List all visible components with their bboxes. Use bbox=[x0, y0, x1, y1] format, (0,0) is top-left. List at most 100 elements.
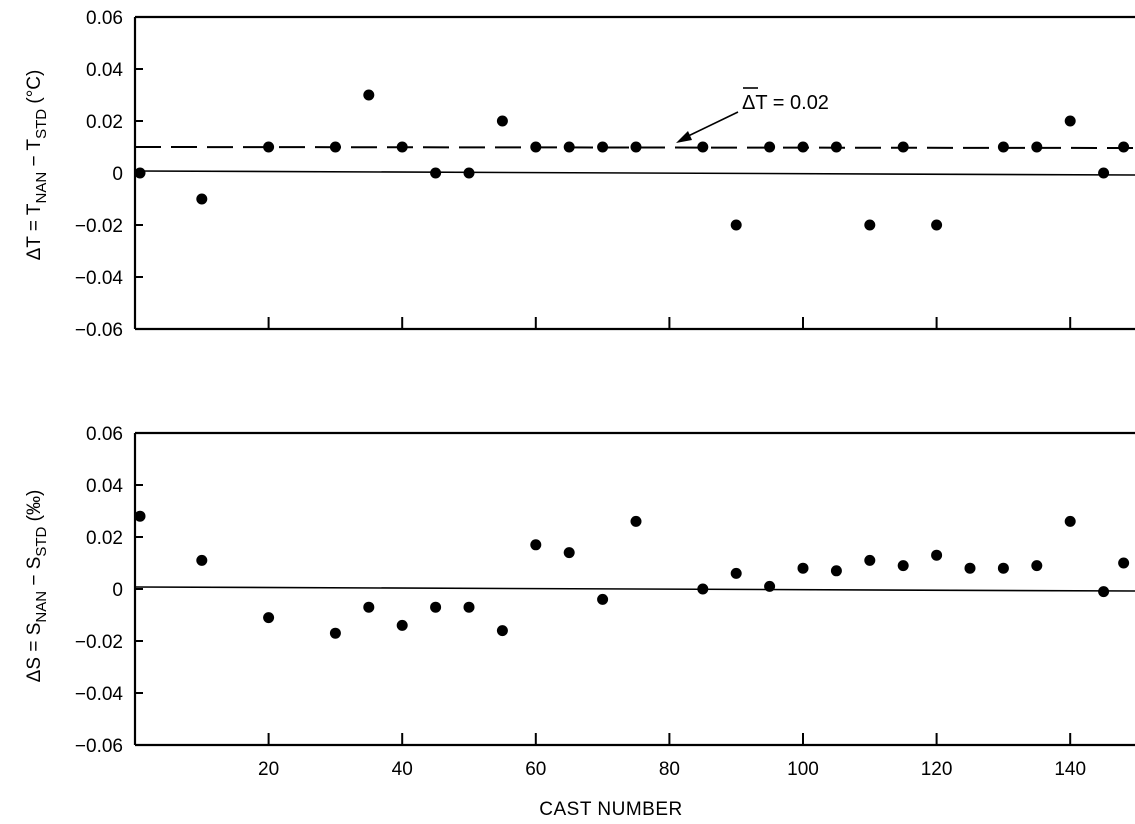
data-point bbox=[463, 167, 475, 179]
data-point bbox=[196, 193, 208, 205]
data-point bbox=[134, 167, 146, 179]
data-point bbox=[697, 141, 709, 153]
data-point bbox=[396, 141, 408, 153]
top-ylabel-sub2: STD bbox=[33, 109, 50, 139]
top-y-axis-label: ΔT = TNAN − TSTD (°C) bbox=[24, 70, 50, 261]
x-tick-label: 140 bbox=[1054, 759, 1086, 780]
y-tick-label: −0.04 bbox=[75, 684, 124, 705]
x-tick-label: 120 bbox=[921, 759, 953, 780]
x-tick-label: 20 bbox=[258, 759, 279, 780]
data-point bbox=[864, 554, 876, 566]
bottom-zero-line bbox=[134, 586, 1135, 592]
y-tick-label: −0.02 bbox=[75, 632, 123, 653]
data-point bbox=[530, 539, 542, 551]
bottom-y-axis-label: ΔS = SNAN − SSTD (‰) bbox=[24, 490, 50, 683]
top-ylabel-sub1: NAN bbox=[33, 172, 50, 204]
top-y-ticks: 0.06 0.04 0.02 0 −0.02 −0.04 −0.06 bbox=[75, 8, 143, 341]
data-point bbox=[730, 567, 742, 579]
y-tick-label: 0.06 bbox=[86, 424, 123, 445]
x-tick-label: 100 bbox=[787, 759, 819, 780]
data-point bbox=[1031, 560, 1043, 572]
data-point bbox=[1098, 586, 1110, 598]
data-point bbox=[563, 141, 575, 153]
data-point bbox=[1118, 141, 1130, 153]
data-point bbox=[830, 565, 842, 577]
y-tick-label: 0 bbox=[112, 580, 123, 601]
y-tick-label: 0.02 bbox=[86, 112, 123, 133]
data-point bbox=[496, 115, 508, 127]
data-point bbox=[329, 141, 341, 153]
top-ylabel-mid: − T bbox=[24, 139, 45, 172]
bottom-ylabel-prefix: ΔS = S bbox=[24, 623, 45, 683]
top-zero-line bbox=[134, 170, 1135, 176]
bottom-ylabel-sub1: NAN bbox=[33, 591, 50, 623]
x-tick-label: 80 bbox=[659, 759, 680, 780]
data-point bbox=[730, 219, 742, 231]
y-tick-label: −0.02 bbox=[75, 216, 123, 237]
data-point bbox=[430, 601, 442, 613]
bottom-x-ticks: 20 40 60 80 100 120 140 bbox=[258, 733, 1086, 780]
data-point bbox=[630, 141, 642, 153]
data-point bbox=[530, 141, 542, 153]
data-point bbox=[830, 141, 842, 153]
data-point bbox=[997, 141, 1009, 153]
data-point bbox=[196, 554, 208, 566]
salinity-difference-plot: 0.06 0.04 0.02 0 −0.02 −0.04 −0.06 20 40 60 80 100… bbox=[24, 424, 1135, 820]
top-ylabel-prefix: ΔT = T bbox=[24, 203, 45, 260]
x-axis-title: CAST NUMBER bbox=[539, 799, 682, 820]
y-tick-label: −0.04 bbox=[75, 268, 124, 289]
data-point bbox=[263, 612, 275, 624]
data-point bbox=[363, 601, 375, 613]
data-point bbox=[931, 219, 943, 231]
data-point bbox=[396, 619, 408, 631]
data-point bbox=[463, 601, 475, 613]
y-tick-label: 0.04 bbox=[86, 476, 123, 497]
data-point bbox=[997, 562, 1009, 574]
data-point bbox=[329, 627, 341, 639]
data-point bbox=[496, 625, 508, 637]
bottom-ylabel-sub2: STD bbox=[33, 526, 50, 556]
data-point bbox=[563, 547, 575, 559]
data-point bbox=[597, 593, 609, 605]
data-point bbox=[931, 549, 943, 561]
data-point bbox=[864, 219, 876, 231]
temperature-difference-plot: 0.06 0.04 0.02 0 −0.02 −0.04 −0.06 ΔT = 0.02 Δ… bbox=[24, 8, 1135, 341]
bottom-ylabel-mid: − S bbox=[24, 557, 45, 591]
data-point bbox=[764, 580, 776, 592]
y-tick-label: 0.06 bbox=[86, 8, 123, 29]
data-point bbox=[1031, 141, 1043, 153]
annotation-label: ΔT = 0.02 bbox=[742, 92, 829, 114]
data-point bbox=[1064, 115, 1076, 127]
data-point bbox=[1098, 167, 1110, 179]
mean-dashed-line bbox=[134, 146, 1135, 149]
y-tick-label: 0.04 bbox=[86, 60, 123, 81]
top-ylabel-unit: (°C) bbox=[24, 70, 45, 109]
data-point bbox=[964, 562, 976, 574]
x-tick-label: 60 bbox=[525, 759, 546, 780]
y-tick-label: −0.06 bbox=[75, 736, 123, 757]
data-point bbox=[430, 167, 442, 179]
x-tick-label: 40 bbox=[392, 759, 413, 780]
annotation-arrow-head bbox=[676, 131, 692, 143]
data-point bbox=[797, 562, 809, 574]
data-point bbox=[1064, 515, 1076, 527]
data-point bbox=[263, 141, 275, 153]
data-point bbox=[597, 141, 609, 153]
data-point bbox=[363, 89, 375, 101]
annotation-arrow-shaft bbox=[681, 111, 739, 140]
mean-annotation: ΔT = 0.02 bbox=[676, 87, 829, 143]
data-point bbox=[697, 583, 709, 595]
y-tick-label: −0.06 bbox=[75, 320, 123, 341]
y-tick-label: 0.02 bbox=[86, 528, 123, 549]
top-x-ticks bbox=[267, 317, 1072, 329]
bottom-data-points bbox=[134, 510, 1130, 639]
y-tick-label: 0 bbox=[112, 164, 123, 185]
data-point bbox=[630, 515, 642, 527]
bottom-ylabel-unit: (‰) bbox=[24, 490, 45, 527]
data-point bbox=[797, 141, 809, 153]
data-point bbox=[764, 141, 776, 153]
bottom-y-ticks: 0.06 0.04 0.02 0 −0.02 −0.04 −0.06 bbox=[75, 424, 143, 757]
data-point bbox=[1118, 557, 1130, 569]
data-point bbox=[897, 560, 909, 572]
